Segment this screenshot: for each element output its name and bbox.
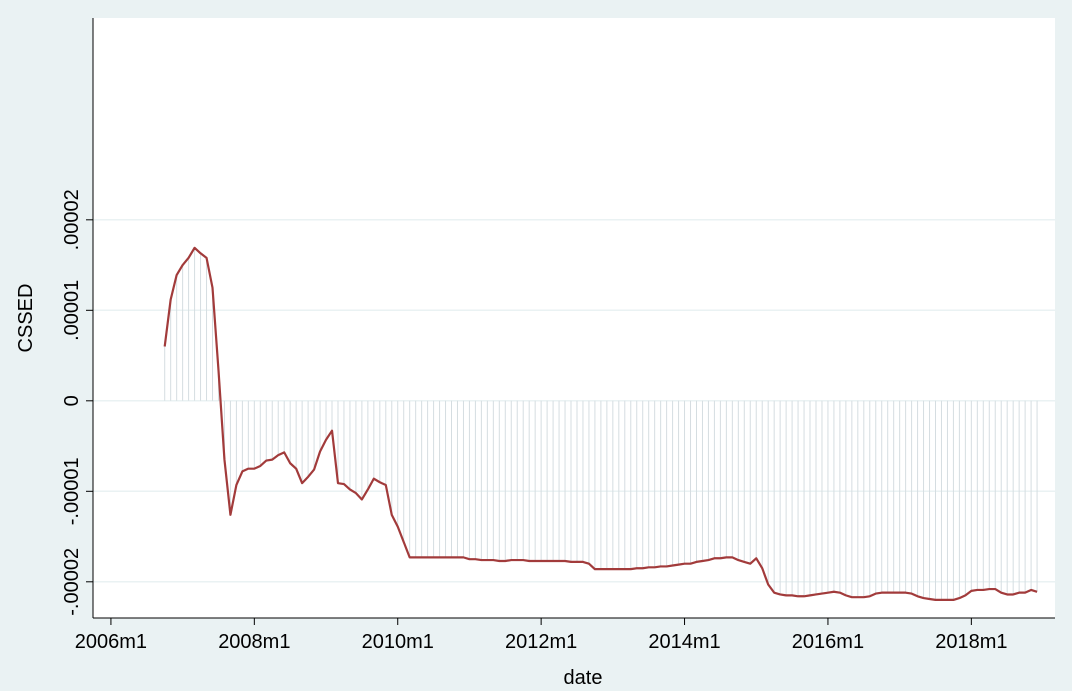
x-tick-label: 2012m1 — [505, 631, 577, 653]
x-tick-label: 2008m1 — [218, 631, 290, 653]
y-tick-label: -.00002 — [61, 548, 83, 616]
y-tick-label: -.00001 — [61, 457, 83, 525]
data-line — [163, 246, 1038, 601]
x-tick-label: 2018m1 — [935, 631, 1007, 653]
x-axis-title: date — [564, 667, 603, 689]
y-tick-label: .00002 — [61, 189, 83, 250]
x-tick-label: 2016m1 — [792, 631, 864, 653]
y-axis-title: CSSED — [15, 284, 37, 353]
y-tick-label: .00001 — [61, 280, 83, 341]
y-tick-label: 0 — [61, 395, 83, 406]
x-tick-label: 2014m1 — [648, 631, 720, 653]
x-tick-label: 2010m1 — [362, 631, 434, 653]
x-tick-label: 2006m1 — [75, 631, 147, 653]
plot-area — [93, 18, 1055, 618]
